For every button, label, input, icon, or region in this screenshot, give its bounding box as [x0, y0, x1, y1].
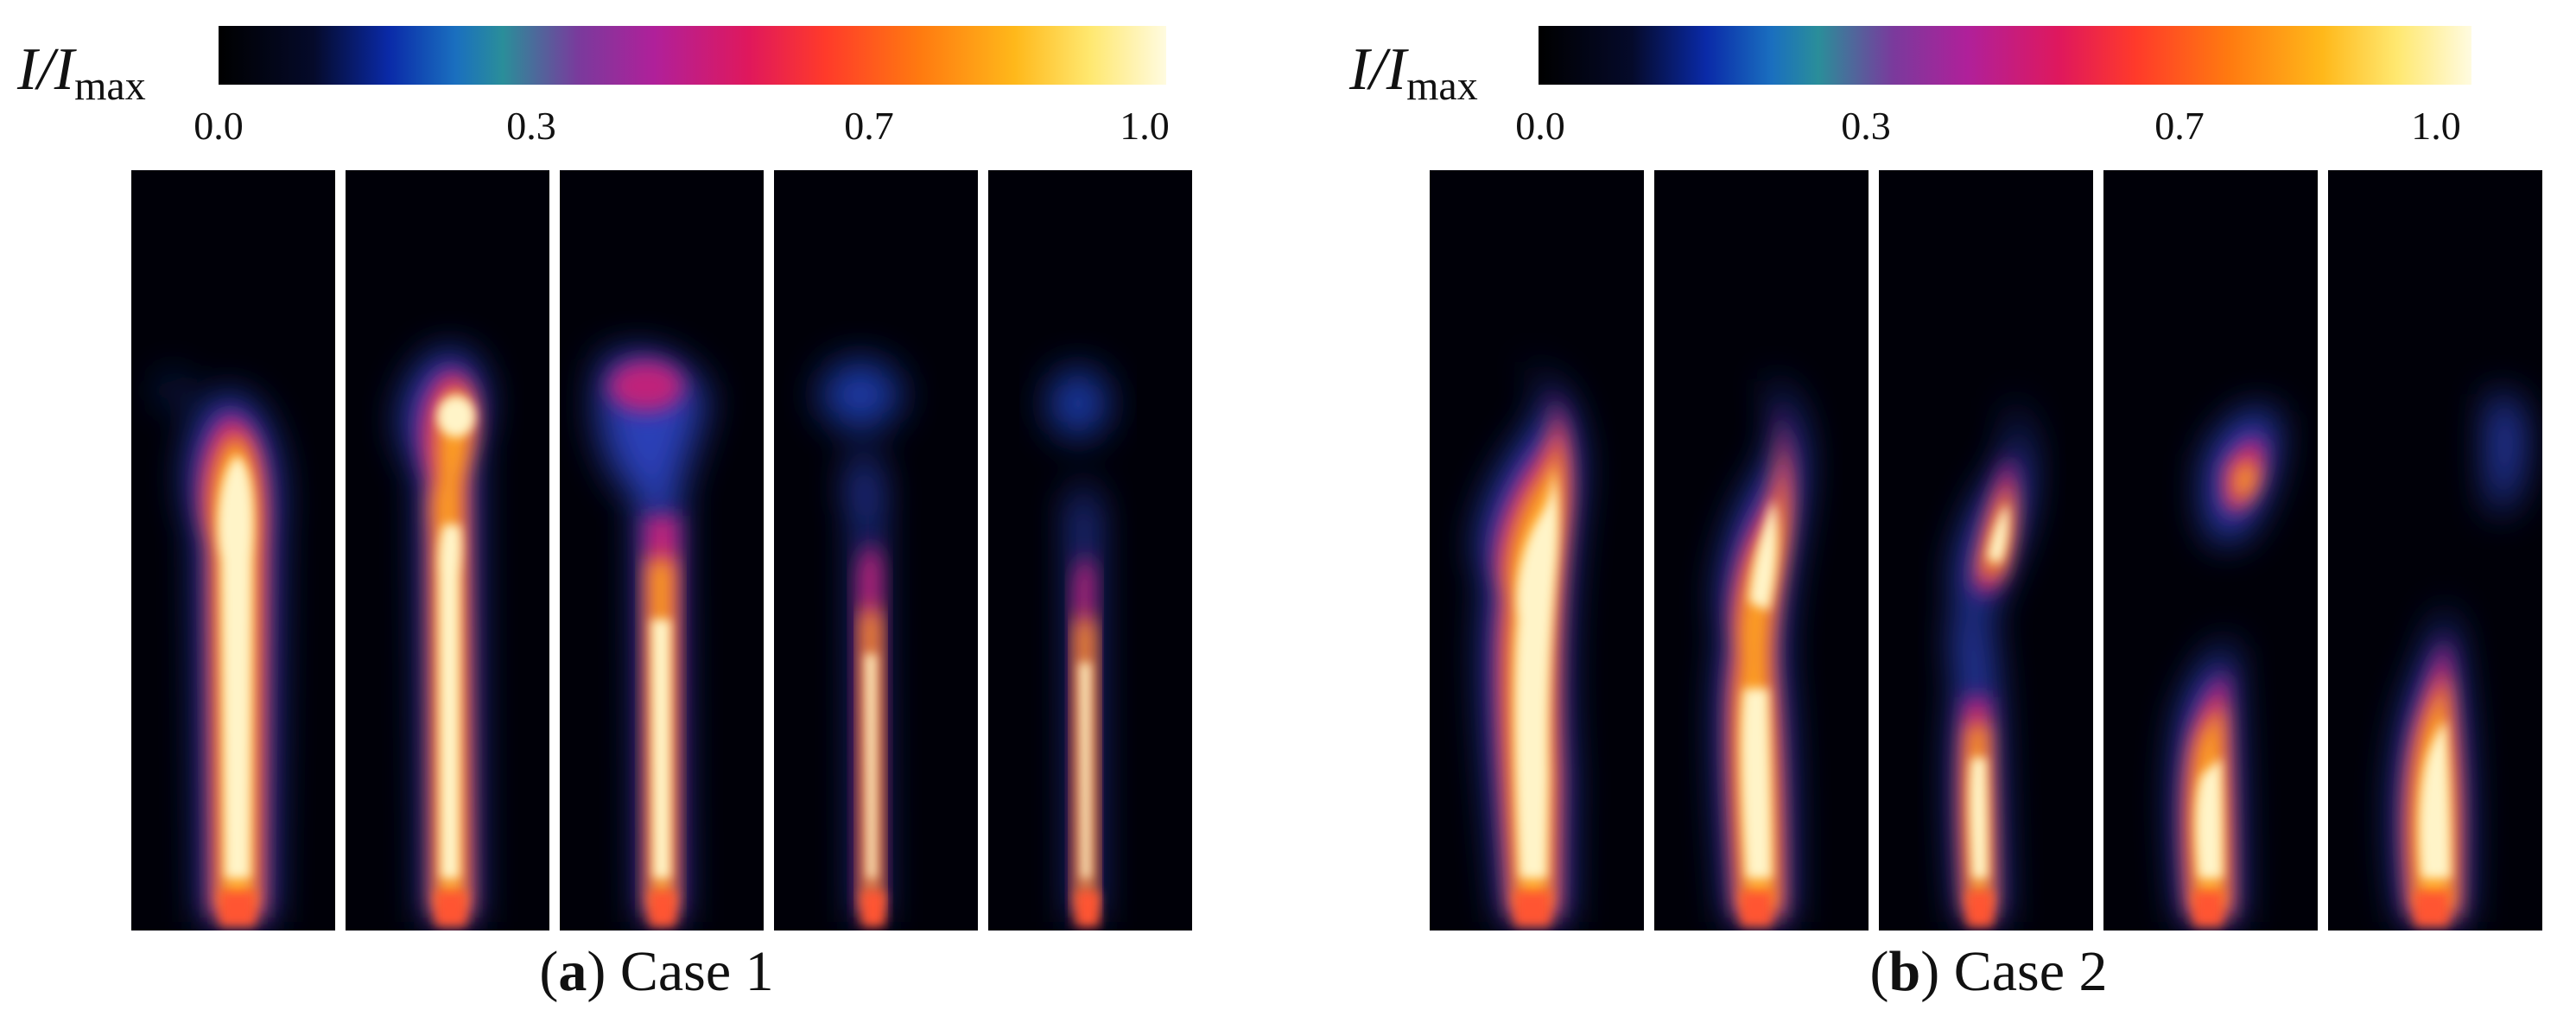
colorbar [1539, 26, 2471, 85]
colorbar-tick: 0.3 [506, 104, 556, 148]
colorbar-tick: 0.7 [844, 104, 894, 148]
colorbar-tick: 0.0 [194, 104, 244, 148]
colorbar [219, 26, 1166, 85]
flame-frame-5 [988, 170, 1192, 931]
flame-frame-4 [2103, 170, 2318, 931]
panel-caption: (a) Case 1 [539, 940, 774, 1003]
flame-frame-1 [1430, 170, 1644, 931]
flame-frame-1 [131, 170, 335, 931]
flame-frame-2 [346, 170, 549, 931]
colorbar-tick: 0.0 [1515, 104, 1565, 148]
panel-case-1: I/Imax 0.0 0.3 0.7 1.0 [17, 26, 1192, 1003]
flame-frame-3 [1879, 170, 2093, 931]
flame-frame-3 [560, 170, 764, 931]
colorbar-tick: 0.7 [2154, 104, 2205, 148]
colorbar-label: I/Imax [17, 36, 146, 109]
colorbar-tick: 1.0 [2411, 104, 2461, 148]
colorbar-tick: 0.3 [1841, 104, 1891, 148]
panel-caption: (b) Case 2 [1869, 940, 2108, 1003]
colorbar-tick: 1.0 [1120, 104, 1170, 148]
panel-case-2: I/Imax 0.0 0.3 0.7 1.0 [1296, 0, 2576, 1029]
flame-frame-2 [1654, 170, 1869, 931]
flame-frame-5 [2328, 170, 2542, 931]
flame-frame-4 [774, 170, 978, 931]
colorbar-label: I/Imax [1349, 36, 1478, 109]
